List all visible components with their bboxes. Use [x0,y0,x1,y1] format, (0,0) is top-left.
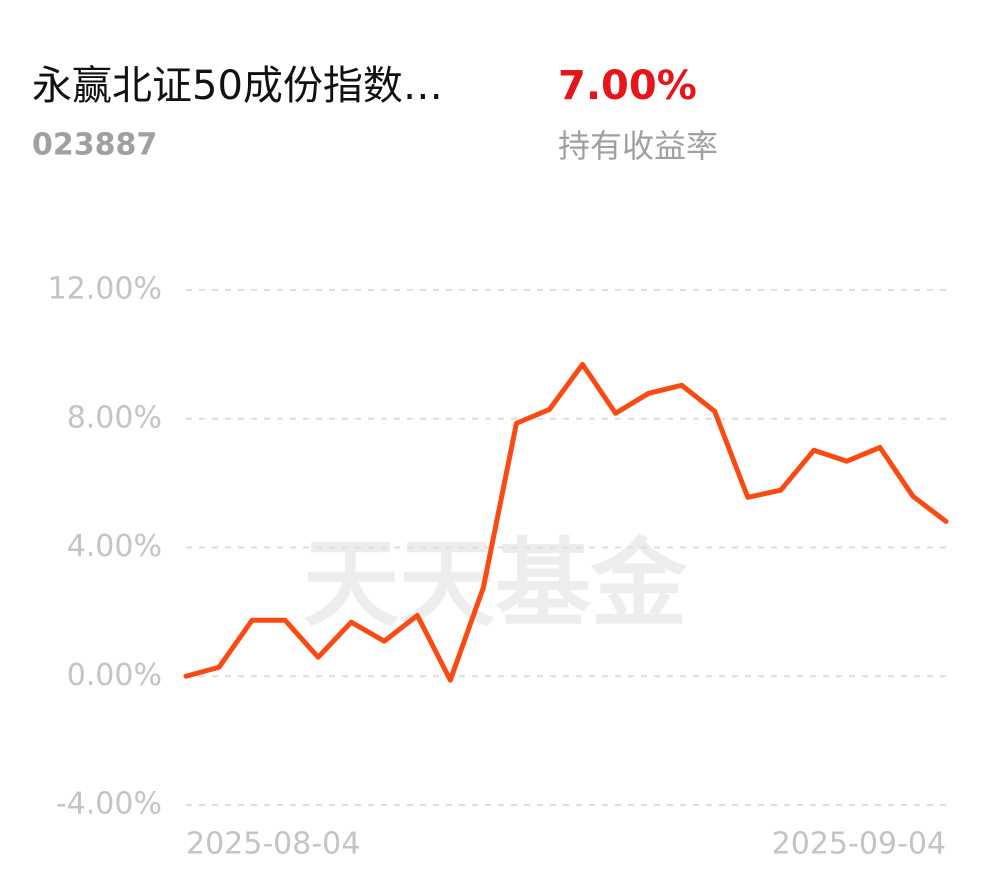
return-value: 7.00% [558,63,697,109]
x-tick-label: 2025-09-04 [772,827,946,862]
fund-name: 永赢北证50成份指数… [32,63,443,109]
return-label: 持有收益率 [558,127,718,165]
fund-code: 023887 [32,128,157,163]
watermark: 天天基金 [303,527,688,640]
y-tick-label: 12.00% [48,272,162,307]
y-tick-label: 8.00% [67,400,162,435]
line [183,361,949,683]
y-tick-label: 0.00% [67,658,162,693]
y-tick-label: -4.00% [56,787,162,822]
x-tick-label: 2025-08-04 [186,827,360,862]
y-tick-label: 4.00% [67,529,162,564]
